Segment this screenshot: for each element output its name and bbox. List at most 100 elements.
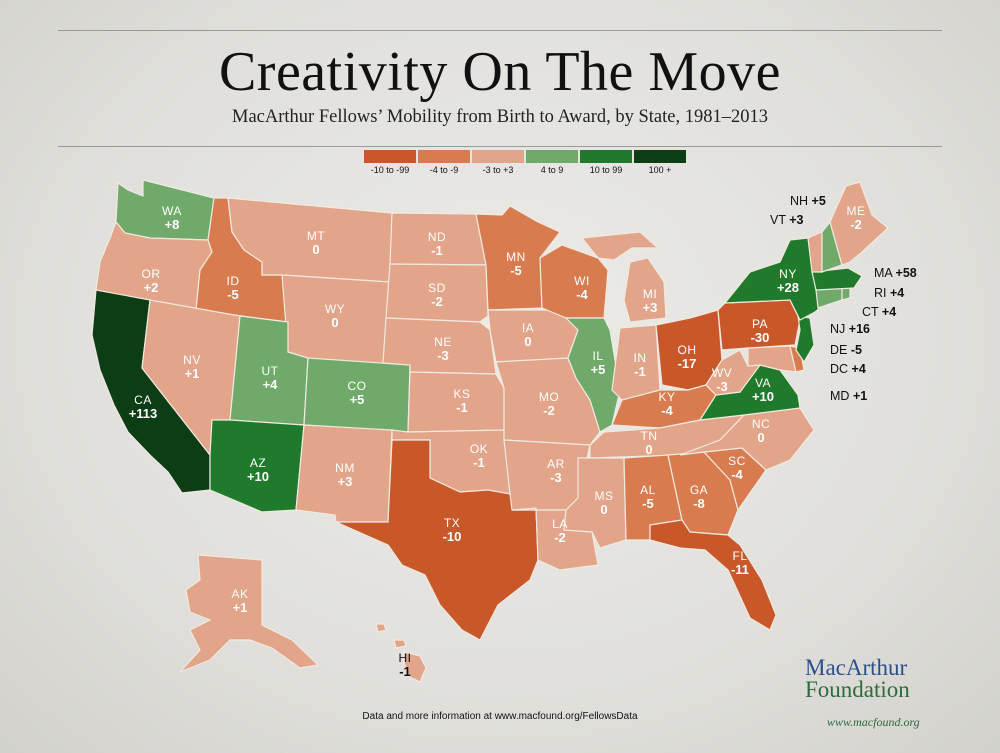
- logo-url[interactable]: www.macfound.org: [827, 715, 920, 729]
- state-label-KS: KS -1: [432, 387, 492, 415]
- state-value: +5: [590, 362, 606, 377]
- state-label-WY: WY 0: [305, 303, 365, 330]
- state-value: -8: [693, 496, 705, 511]
- legend-item: -10 to -99: [364, 150, 416, 175]
- state-label-HI: HI -1: [375, 651, 435, 679]
- callout-CT: CT +4: [862, 305, 896, 319]
- callout-value: +4: [881, 305, 897, 319]
- state-AK[interactable]: [179, 554, 320, 673]
- state-label-NY: NY +28: [758, 268, 818, 295]
- callout-RI: RI +4: [874, 286, 904, 300]
- state-label-TN: TN 0: [619, 430, 679, 457]
- callout-value: +58: [895, 266, 917, 280]
- state-value: 0: [331, 315, 339, 330]
- callout-abbr: DE: [830, 343, 848, 357]
- state-value: 0: [524, 334, 532, 349]
- state-abbr: IN: [633, 351, 647, 365]
- callout-value: -5: [850, 343, 862, 357]
- state-MA[interactable]: [811, 267, 863, 291]
- state-abbr: SC: [728, 454, 746, 468]
- legend-label: -10 to -99: [370, 165, 410, 175]
- state-value: +5: [349, 392, 365, 407]
- state-value: -10: [442, 529, 462, 544]
- legend-label: -3 to +3: [482, 165, 514, 175]
- state-label-CA: CA +113: [113, 393, 173, 421]
- state-value: -1: [634, 364, 646, 379]
- state-value: -2: [431, 294, 443, 309]
- state-label-OK: OK -1: [449, 442, 509, 470]
- callout-abbr: RI: [874, 286, 887, 300]
- state-HI[interactable]: [375, 623, 427, 683]
- state-MN[interactable]: [475, 205, 561, 311]
- state-value: -11: [730, 562, 750, 577]
- state-value: -2: [554, 530, 566, 545]
- state-value: 0: [757, 430, 765, 445]
- state-label-SC: SC -4: [707, 454, 767, 482]
- state-SD[interactable]: [385, 263, 489, 323]
- state-abbr: MI: [642, 287, 658, 301]
- legend-label: 10 to 99: [589, 165, 623, 175]
- legend-swatch: [580, 150, 632, 163]
- state-label-NM: NM +3: [315, 462, 375, 489]
- state-label-LA: LA -2: [530, 518, 590, 545]
- state-value: -2: [850, 217, 862, 232]
- state-label-IN: IN -1: [610, 351, 670, 379]
- state-abbr: MN: [506, 250, 526, 264]
- state-abbr: NV: [183, 353, 201, 367]
- state-value: +113: [128, 406, 158, 421]
- state-label-VA: VA +10: [733, 376, 793, 404]
- state-abbr: AK: [231, 587, 249, 601]
- callout-value: +16: [848, 322, 870, 336]
- callout-value: +1: [852, 389, 868, 403]
- state-value: 0: [312, 242, 320, 257]
- state-abbr: MT: [306, 229, 326, 243]
- state-label-SD: SD -2: [407, 282, 467, 309]
- state-abbr: VA: [754, 376, 772, 390]
- legend-swatch: [472, 150, 524, 163]
- legend-swatch: [418, 150, 470, 163]
- state-value: -1: [431, 243, 443, 258]
- state-label-MT: MT 0: [286, 229, 346, 257]
- state-MI[interactable]: [580, 231, 667, 323]
- state-abbr: NE: [434, 335, 452, 349]
- state-NJ[interactable]: [795, 315, 815, 364]
- header-rule: [58, 146, 942, 147]
- callout-abbr: VT: [770, 213, 786, 227]
- state-abbr: KS: [453, 387, 471, 401]
- legend-item: 10 to 99: [580, 150, 632, 175]
- state-abbr: UT: [261, 364, 279, 378]
- state-label-GA: GA -8: [669, 484, 729, 511]
- state-abbr: OK: [469, 442, 489, 456]
- state-value: +4: [262, 377, 278, 392]
- state-value: 0: [600, 502, 608, 517]
- state-value: -4: [661, 403, 673, 418]
- state-label-FL: FL -11: [710, 550, 770, 577]
- callout-abbr: NH: [790, 194, 809, 208]
- state-label-OR: OR +2: [121, 268, 181, 295]
- state-abbr: IL: [592, 349, 604, 363]
- state-value: -3: [716, 379, 728, 394]
- state-label-IL: IL +5: [568, 349, 628, 377]
- state-label-MO: MO -2: [519, 391, 579, 418]
- callout-NH: NH +5: [790, 194, 826, 208]
- state-label-AZ: AZ +10: [228, 457, 288, 484]
- state-label-MN: MN -5: [486, 250, 546, 278]
- state-abbr: NC: [751, 417, 771, 431]
- state-abbr: OH: [677, 343, 697, 357]
- state-abbr: HI: [398, 651, 412, 665]
- state-value: -5: [510, 263, 522, 278]
- state-value: +8: [164, 217, 180, 232]
- state-abbr: CA: [134, 393, 152, 407]
- state-IL[interactable]: [564, 317, 621, 433]
- state-FL[interactable]: [649, 519, 777, 631]
- state-label-PA: PA -30: [730, 318, 790, 345]
- state-ME[interactable]: [829, 181, 889, 266]
- state-TX[interactable]: [335, 439, 539, 641]
- legend-swatch: [364, 150, 416, 163]
- state-label-ID: ID -5: [203, 275, 263, 302]
- state-label-MI: MI +3: [620, 287, 680, 315]
- state-label-AK: AK +1: [210, 587, 270, 615]
- state-value: -4: [731, 467, 743, 482]
- state-WI[interactable]: [539, 244, 609, 319]
